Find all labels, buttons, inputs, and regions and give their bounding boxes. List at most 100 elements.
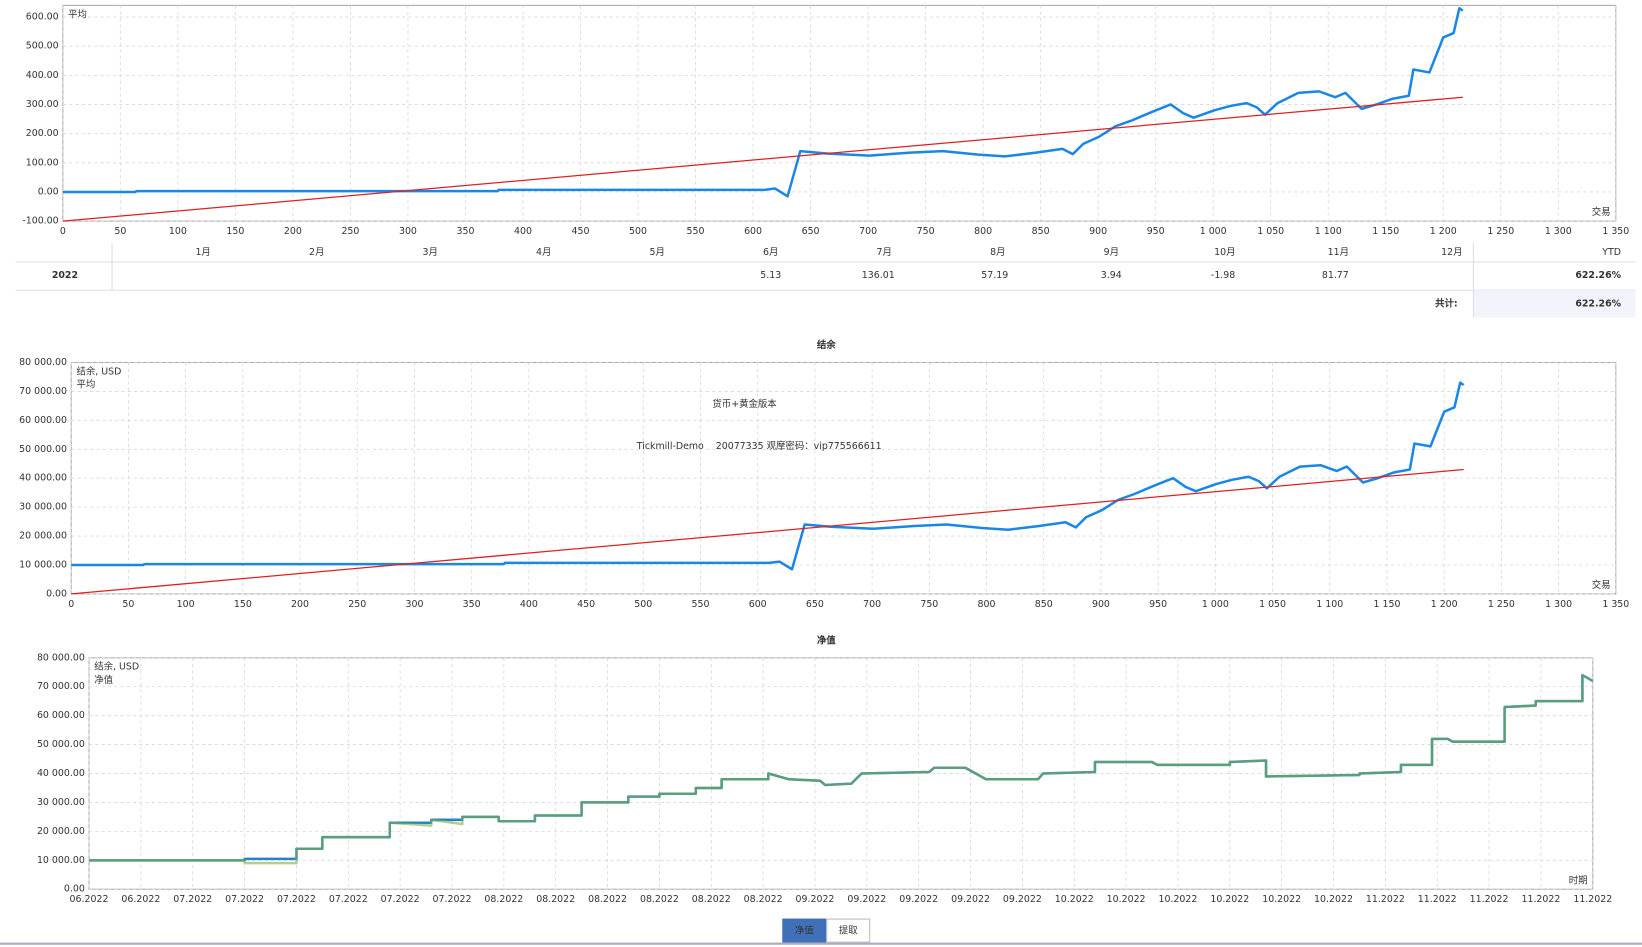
tab-label[interactable]: 提取 [839,925,858,937]
x-tick-label: 700 [859,226,877,237]
tab-active[interactable] [782,918,827,943]
x-tick-label: 11.2022 [1418,894,1457,905]
x-tick-label: 1 100 [1316,599,1343,610]
series-line [71,381,1465,571]
y-tick-label: 100.00 [26,157,59,168]
ytd-header: YTD [1601,247,1621,258]
x-tick-label: 09.2022 [951,894,990,905]
series-line [62,96,1463,222]
month-header: 5月 [650,247,665,258]
ytd-value: 622.26% [1575,270,1621,281]
x-tick-label: 100 [169,226,187,237]
x-tick-label: 400 [514,226,532,237]
legend-entry: 结余, USD [76,365,121,377]
x-tick-label: 800 [978,599,996,610]
y-tick-label: 400.00 [26,70,59,81]
x-tick-label: 1 300 [1545,226,1572,237]
x-tick-label: 250 [348,599,366,610]
month-header: 10月 [1214,247,1235,258]
x-tick-label: 750 [920,599,938,610]
y-tick-label: 0.00 [38,186,59,197]
x-tick-label: 950 [1147,226,1165,237]
x-tick-label: 1 200 [1431,599,1458,610]
x-tick-label: 1 300 [1545,599,1572,610]
x-tick-label: 900 [1089,226,1107,237]
month-header: 3月 [422,247,437,258]
x-tick-label: 11.2022 [1521,894,1560,905]
x-tick-label: 09.2022 [796,894,835,905]
x-tick-label: 0 [60,226,66,237]
x-tick-label: 300 [405,599,423,610]
x-tick-label: 250 [341,226,359,237]
year-cell: 2022 [52,270,78,281]
legend-entry: 净值 [94,674,113,686]
x-tick-label: 500 [634,599,652,610]
legend-entry: 结余, USD [94,661,139,673]
x-tick-label: 10.2022 [1055,894,1094,905]
x-tick-label: 10.2022 [1158,894,1197,905]
x-tick-label: 09.2022 [899,894,938,905]
x-tick-label: 350 [456,226,474,237]
x-tick-label: 850 [1032,226,1050,237]
month-header: 4月 [536,247,551,258]
x-tick-label: 0 [68,599,74,610]
x-tick-label: 50 [114,226,126,237]
x-tick-label: 200 [284,226,302,237]
x-tick-label: 700 [863,599,881,610]
x-tick-label: 1 050 [1257,226,1284,237]
x-axis-label: 交易 [1592,206,1611,218]
x-tick-label: 1 000 [1200,226,1227,237]
x-tick-label: 100 [177,599,195,610]
y-tick-label: -100.00 [22,216,58,227]
month-value: 57.19 [981,270,1008,281]
x-tick-label: 07.2022 [277,894,316,905]
x-tick-label: 450 [577,599,595,610]
month-value: 136.01 [862,270,895,281]
x-tick-label: 07.2022 [225,894,264,905]
x-tick-label: 1 150 [1374,599,1401,610]
month-header: 7月 [877,247,892,258]
total-label: 共计: [1435,297,1458,309]
y-tick-label: 300.00 [26,99,59,110]
y-tick-label: 40 000.00 [37,768,85,779]
y-tick-label: 70 000.00 [37,681,85,692]
x-tick-label: 09.2022 [1003,894,1042,905]
x-axis-label: 交易 [1592,579,1611,591]
x-tick-label: 500 [629,226,647,237]
tab-label[interactable]: 净值 [795,925,814,937]
x-tick-label: 08.2022 [640,894,679,905]
y-tick-label: 20 000.00 [37,826,85,837]
x-tick-label: 1 350 [1602,226,1629,237]
month-value: 81.77 [1322,270,1349,281]
y-tick-label: 20 000.00 [19,531,67,542]
tab[interactable] [826,918,871,943]
x-tick-label: 1 250 [1488,599,1515,610]
y-tick-label: 50 000.00 [19,444,67,455]
y-tick-label: 50 000.00 [37,739,85,750]
month-value: 3.94 [1101,270,1122,281]
month-header: 9月 [1104,247,1119,258]
y-tick-label: 60 000.00 [37,710,85,721]
month-header: 12月 [1441,247,1462,258]
x-tick-label: 150 [226,226,244,237]
x-tick-label: 07.2022 [433,894,472,905]
month-value: -1.98 [1211,270,1235,281]
y-tick-label: 10 000.00 [37,855,85,866]
month-header: 8月 [990,247,1005,258]
annotation: 货币+黄金版本 [712,398,777,410]
y-tick-label: 600.00 [26,12,59,23]
x-tick-label: 07.2022 [173,894,212,905]
x-tick-label: 450 [572,226,590,237]
x-tick-label: 1 200 [1430,226,1457,237]
x-tick-label: 650 [806,599,824,610]
y-tick-label: 80 000.00 [19,357,67,368]
x-tick-label: 350 [463,599,481,610]
x-tick-label: 50 [122,599,134,610]
y-tick-label: 200.00 [26,128,59,139]
chart-title: 净值 [817,635,836,647]
x-tick-label: 08.2022 [588,894,627,905]
x-tick-label: 600 [749,599,767,610]
x-tick-label: 1 000 [1202,599,1229,610]
